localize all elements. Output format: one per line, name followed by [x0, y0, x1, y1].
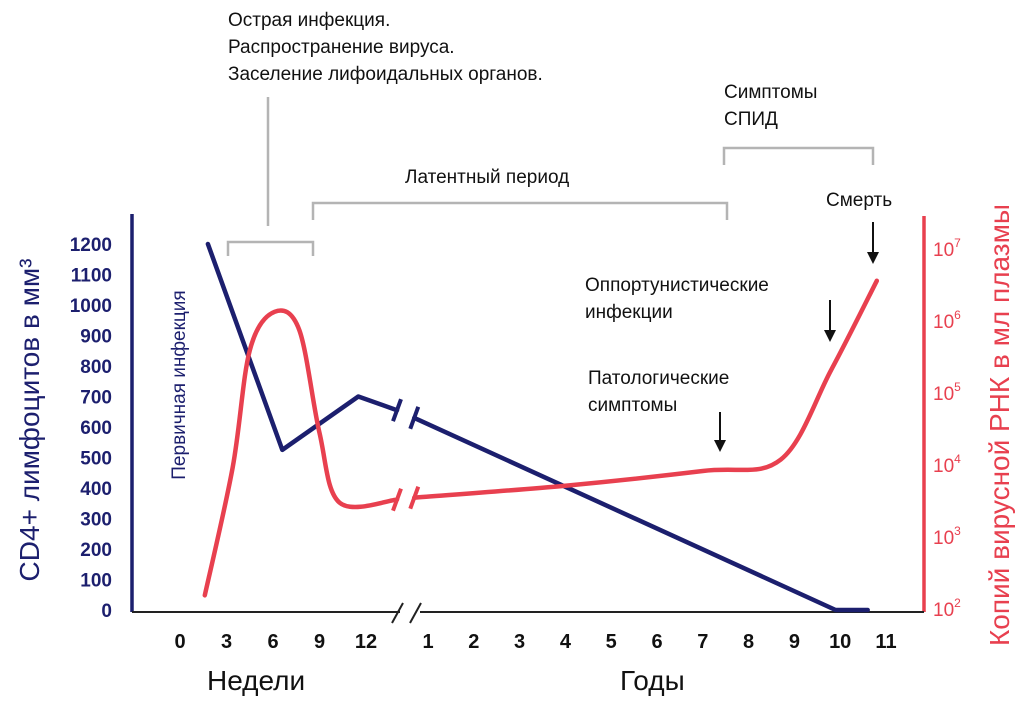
x-tick-label-weeks: 3 [221, 631, 232, 653]
left-tick-label: 1000 [70, 296, 112, 317]
right-tick-label: 104 [933, 452, 961, 477]
annotation-line: Патологические [588, 368, 730, 389]
cd4-break-mark [391, 398, 403, 422]
x-tick-label-weeks: 6 [267, 631, 278, 653]
left-tick-label: 400 [80, 479, 112, 500]
x-tick-label-years: 3 [514, 631, 525, 653]
x-tick-label-years: 2 [468, 631, 479, 653]
left-tick-label: 800 [80, 357, 112, 378]
cd4-break-mark [408, 406, 421, 430]
x-tick-label-years: 1 [422, 631, 433, 653]
opportunistic-infections-annotation: Оппортунистические инфекции [585, 272, 769, 326]
x-tick-label-weeks: 0 [174, 631, 185, 653]
x-tick-label-years: 7 [697, 631, 708, 653]
left-tick-label: 500 [80, 449, 112, 470]
x-tick-label-years: 9 [789, 631, 800, 653]
annotation-line: инфекции [585, 302, 673, 323]
annotation-line: Острая инфекция. [228, 10, 391, 31]
years-axis-title: Годы [620, 665, 685, 696]
x-tick-label-weeks: 9 [314, 631, 325, 653]
aids-bracket [722, 146, 875, 165]
cd4-series-line-years [412, 415, 870, 613]
left-tick-label: 900 [80, 327, 112, 348]
right-tick-label: 107 [933, 236, 961, 261]
viral-break-mark [408, 486, 421, 510]
viral-series-line-weeks [202, 308, 400, 598]
acute-infection-annotation: Острая инфекция. Распространение вируса.… [228, 7, 543, 88]
x-tick-label-years: 6 [651, 631, 662, 653]
latent-bracket [311, 201, 729, 220]
axis-break-mark [391, 602, 404, 624]
right-tick-label: 105 [933, 380, 961, 405]
axis-break-mark [409, 602, 422, 624]
x-tick-label-weeks: 12 [355, 631, 377, 653]
primary-infection-label: Первичная инфекция [169, 290, 190, 480]
x-tick-label-years: 4 [560, 631, 572, 653]
left-axis-title: CD4+ лимфоцитов в мм³ [14, 258, 45, 582]
annotation-line: Распространение вируса. [228, 37, 455, 58]
annotation-line: Симптомы [724, 82, 818, 103]
x-tick-label-years: 10 [829, 631, 851, 653]
pathologic-symptoms-annotation: Патологические симптомы [588, 365, 729, 419]
annotation-line: Оппортунистические [585, 275, 769, 296]
left-tick-label: 700 [80, 388, 112, 409]
viral-break-mark [391, 487, 403, 512]
cd4-series-line-weeks [205, 241, 400, 453]
annotation-line: СПИД [724, 109, 778, 130]
x-tick-label-years: 11 [875, 631, 896, 653]
pathologic-arrow-icon-head [714, 440, 726, 452]
latent-period-label: Латентный период [405, 167, 570, 188]
opportunistic-arrow-icon-head [824, 330, 836, 342]
annotation-line: симптомы [588, 395, 678, 416]
left-tick-label: 600 [80, 418, 112, 439]
left-tick-label: 1200 [70, 235, 112, 256]
acute-bracket [226, 240, 315, 256]
left-tick-label: 100 [80, 571, 112, 592]
left-tick-label: 0 [101, 601, 112, 622]
aids-symptoms-annotation: Симптомы СПИД [724, 79, 817, 133]
right-tick-label: 102 [933, 596, 961, 621]
left-tick-label: 200 [80, 540, 112, 561]
weeks-axis-title: Недели [207, 665, 306, 696]
viral-series-line-years [412, 278, 880, 500]
right-tick-label: 103 [933, 524, 961, 549]
annotation-line: Заселение лифоидальных органов. [228, 64, 543, 85]
x-tick-label-years: 8 [743, 631, 754, 653]
death-arrow-icon-head [867, 252, 879, 264]
left-tick-label: 300 [80, 510, 112, 531]
death-label: Смерть [826, 190, 893, 211]
right-axis-title: Копий вирусной РНК в мл плазмы [984, 204, 1015, 646]
x-tick-label-years: 5 [606, 631, 617, 653]
left-tick-label: 1100 [71, 266, 112, 287]
right-tick-label: 106 [933, 308, 961, 333]
